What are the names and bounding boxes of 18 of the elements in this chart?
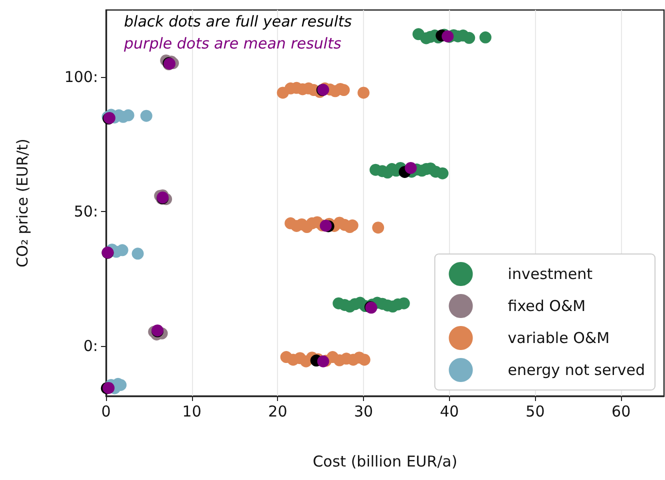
x-tick-label: 30	[354, 402, 374, 420]
y-tick-label: 100:	[64, 68, 98, 86]
x-tick-label: 10	[182, 402, 202, 420]
x-axis-title: Cost (billion EUR/a)	[312, 452, 458, 470]
annotation: black dots are full year results	[124, 12, 352, 30]
legend-label: fixed O&M	[508, 297, 586, 315]
x-tick-label: 60	[612, 402, 631, 420]
y-axis-title: CO₂ price (EUR/t)	[14, 138, 32, 268]
x-tick-label: 40	[440, 402, 459, 420]
y-tick-label: 0:	[83, 336, 98, 355]
legend-label: variable O&M	[508, 329, 610, 347]
legend-label: energy not served	[508, 361, 646, 379]
annotation: purple dots are mean results	[123, 34, 342, 52]
x-tick-label: 50	[526, 402, 545, 420]
legend-label: investment	[508, 265, 593, 283]
x-tick-label: 0	[101, 402, 111, 420]
x-tick-label: 20	[268, 402, 288, 420]
y-tick-label: 50:	[74, 202, 98, 220]
